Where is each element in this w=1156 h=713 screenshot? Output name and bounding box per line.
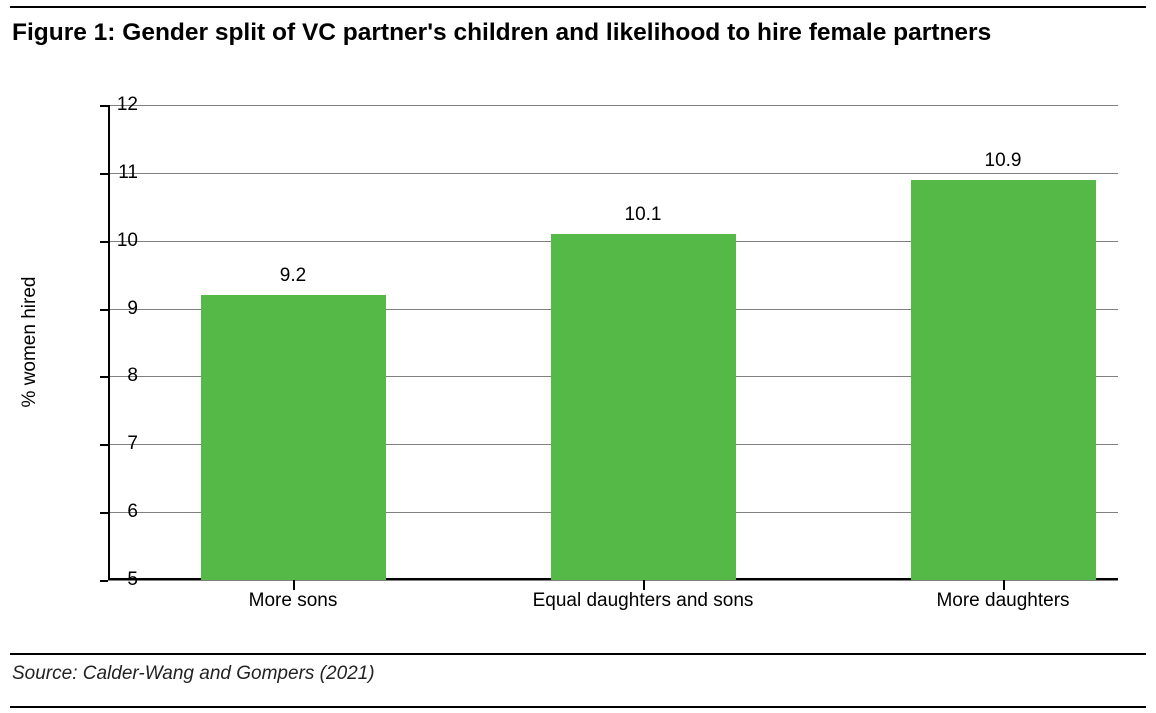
top-rule bbox=[10, 6, 1146, 8]
y-axis-label: % women hired bbox=[19, 277, 41, 408]
source-line: Source: Calder-Wang and Gompers (2021) bbox=[12, 663, 375, 685]
y-tick-label: 11 bbox=[78, 162, 138, 184]
x-tick-label: More sons bbox=[249, 590, 338, 612]
y-tick-label: 12 bbox=[78, 94, 138, 116]
bar-value-label: 10.1 bbox=[625, 204, 662, 226]
y-tick-label: 7 bbox=[78, 433, 138, 455]
bar bbox=[911, 180, 1096, 580]
bar bbox=[551, 234, 736, 580]
x-tick-mark bbox=[1003, 580, 1005, 590]
bar-value-label: 9.2 bbox=[280, 265, 306, 287]
bottom-rule-below-source bbox=[10, 706, 1146, 708]
bar-value-label: 10.9 bbox=[985, 150, 1022, 172]
x-tick-mark bbox=[293, 580, 295, 590]
bottom-rule-above-source bbox=[10, 653, 1146, 655]
grid-line bbox=[108, 580, 1118, 581]
y-tick-label: 8 bbox=[78, 365, 138, 387]
x-tick-label: Equal daughters and sons bbox=[533, 590, 754, 612]
y-tick-label: 9 bbox=[78, 298, 138, 320]
grid-line bbox=[108, 105, 1118, 106]
y-tick-label: 5 bbox=[78, 569, 138, 591]
y-tick-label: 10 bbox=[78, 230, 138, 252]
grid-line bbox=[108, 173, 1118, 174]
x-tick-mark bbox=[643, 580, 645, 590]
figure-title: Figure 1: Gender split of VC partner's c… bbox=[12, 18, 1144, 49]
figure-container: Figure 1: Gender split of VC partner's c… bbox=[0, 0, 1156, 713]
x-tick-label: More daughters bbox=[936, 590, 1069, 612]
bar bbox=[201, 295, 386, 580]
chart-plot-area: 9.2 10.1 10.9 bbox=[108, 105, 1118, 580]
y-tick-label: 6 bbox=[78, 501, 138, 523]
